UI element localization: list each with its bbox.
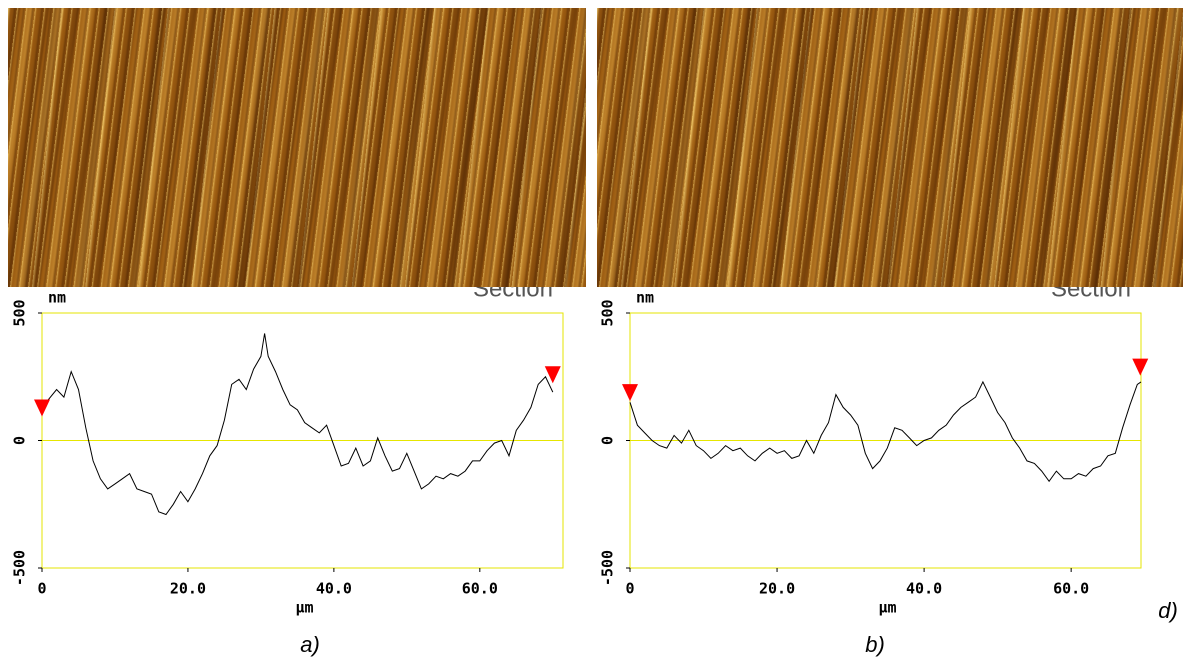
x-axis-label: μm [295,599,313,617]
x-tick-label: 20.0 [170,580,206,598]
x-tick-label: 60.0 [462,580,498,598]
y-axis-label: nm [636,289,654,307]
x-tick-label: 60.0 [1053,580,1089,598]
cursor-marker [1132,358,1149,376]
y-tick-label: -500 [599,550,617,586]
profile-line [41,333,554,516]
y-tick-label: 0 [11,436,29,445]
profile-line [629,380,1142,483]
x-tick-label: 0 [625,580,634,598]
y-tick-label: 500 [599,299,617,326]
x-tick-label: 40.0 [906,580,942,598]
x-tick-label: 20.0 [759,580,795,598]
y-axis-label: nm [48,289,66,307]
afm-image [8,8,586,287]
y-tick-label: 0 [599,436,617,445]
cursor-marker [544,366,561,384]
x-axis-label: μm [878,599,896,617]
y-tick-label: -500 [11,550,29,586]
x-tick-label: 40.0 [316,580,352,598]
x-tick-label: 0 [37,580,46,598]
y-tick-label: 500 [11,299,29,326]
panel-note: d) [1158,598,1178,623]
caption: a) [300,632,320,657]
caption: b) [865,632,885,657]
afm-image [597,8,1183,287]
cursor-marker [34,399,50,417]
cursor-marker [622,384,638,402]
